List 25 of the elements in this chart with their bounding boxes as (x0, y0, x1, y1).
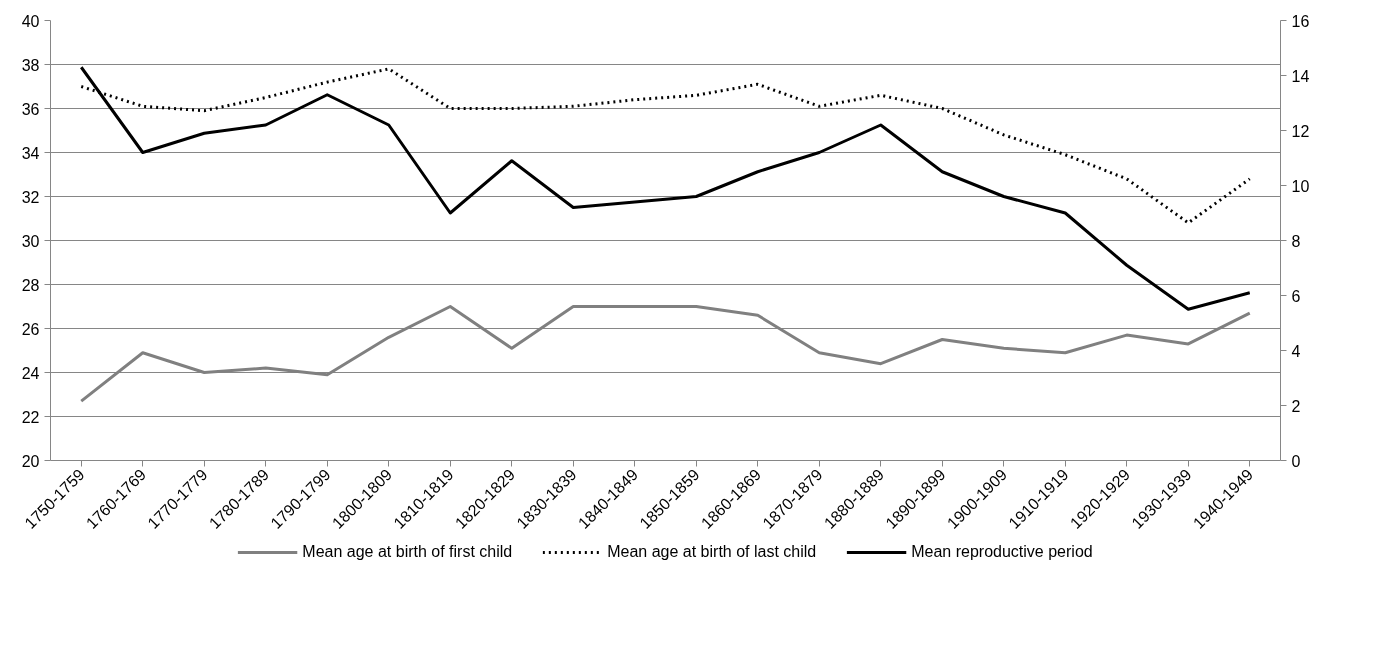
y2-tick-label: 8 (1291, 232, 1301, 250)
y-tick-label: 24 (21, 364, 40, 382)
y2-tick-label: 12 (1291, 122, 1310, 140)
y-tick-label: 22 (21, 408, 40, 426)
y2-tick-label: 14 (1291, 67, 1310, 85)
y-tick-label: 32 (21, 188, 40, 206)
y-tick-label: 30 (21, 232, 40, 250)
legend-label: Mean reproductive period (911, 543, 1093, 561)
y-tick-label: 28 (21, 276, 40, 294)
y-tick-label: 40 (21, 12, 40, 30)
line-series (79, 305, 1252, 403)
legend-label: Mean age at birth of first child (302, 543, 513, 561)
y-tick-label: 20 (21, 452, 40, 470)
y-tick-label: 36 (21, 100, 40, 118)
line-series (79, 65, 1252, 311)
y2-tick-label: 6 (1291, 287, 1301, 305)
legend-label: Mean age at birth of last child (607, 543, 817, 561)
y2-tick-label: 2 (1291, 397, 1301, 415)
y2-tick-label: 10 (1291, 177, 1310, 195)
y2-tick-label: 0 (1291, 452, 1301, 470)
y2-tick-label: 4 (1291, 342, 1301, 360)
y-tick-label: 38 (21, 56, 40, 74)
y2-tick-label: 16 (1291, 12, 1310, 30)
y-tick-label: 26 (21, 320, 40, 338)
y-tick-label: 34 (21, 144, 40, 162)
